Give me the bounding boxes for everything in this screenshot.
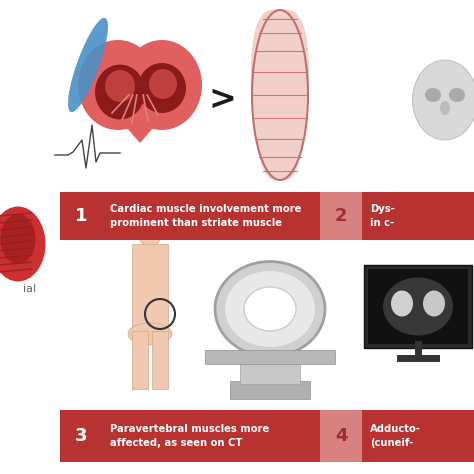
Bar (152, 331, 168, 389)
Bar (60, 410, 102, 462)
Bar (230, 381, 310, 399)
Ellipse shape (149, 69, 177, 99)
Ellipse shape (423, 291, 445, 317)
Polygon shape (95, 90, 185, 142)
Ellipse shape (215, 262, 325, 356)
Bar (102, 410, 320, 462)
Ellipse shape (0, 214, 36, 264)
Ellipse shape (225, 271, 315, 347)
Text: ial: ial (23, 284, 36, 294)
Bar (320, 192, 362, 240)
Ellipse shape (105, 70, 135, 102)
Ellipse shape (440, 101, 450, 115)
Ellipse shape (128, 323, 172, 345)
Ellipse shape (383, 277, 453, 336)
Bar (362, 410, 474, 462)
Text: 4: 4 (335, 427, 347, 445)
Polygon shape (252, 10, 309, 180)
Text: Cardiac muscle involvement more
prominent than striate muscle: Cardiac muscle involvement more prominen… (110, 204, 301, 228)
Text: 1: 1 (75, 207, 87, 225)
Ellipse shape (139, 221, 161, 247)
Text: >: > (208, 83, 236, 117)
Ellipse shape (68, 18, 108, 112)
Ellipse shape (425, 88, 441, 102)
Ellipse shape (244, 287, 296, 331)
Bar (205, 350, 335, 364)
Bar (320, 410, 362, 462)
Ellipse shape (78, 40, 158, 130)
Ellipse shape (412, 60, 474, 140)
Bar (240, 362, 300, 384)
Bar (362, 192, 474, 240)
Text: 3: 3 (75, 427, 87, 445)
Text: Adducto-
(cuneif-: Adducto- (cuneif- (370, 424, 421, 448)
Ellipse shape (138, 63, 186, 113)
Text: Dys-
in c-: Dys- in c- (370, 204, 395, 228)
Bar (60, 192, 102, 240)
Ellipse shape (449, 88, 465, 102)
Bar (364, 265, 472, 348)
Ellipse shape (95, 64, 145, 119)
Ellipse shape (391, 291, 413, 317)
Bar (132, 331, 148, 389)
Ellipse shape (122, 40, 202, 130)
Bar (102, 192, 320, 240)
Bar (132, 244, 168, 334)
Bar (368, 269, 468, 344)
Ellipse shape (0, 207, 46, 282)
Text: 2: 2 (335, 207, 347, 225)
Text: Paravertebral muscles more
affected, as seen on CT: Paravertebral muscles more affected, as … (110, 424, 269, 448)
